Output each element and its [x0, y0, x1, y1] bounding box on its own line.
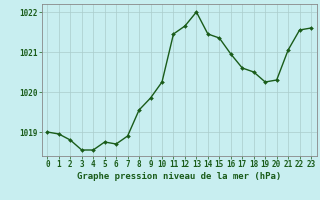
X-axis label: Graphe pression niveau de la mer (hPa): Graphe pression niveau de la mer (hPa): [77, 172, 281, 181]
